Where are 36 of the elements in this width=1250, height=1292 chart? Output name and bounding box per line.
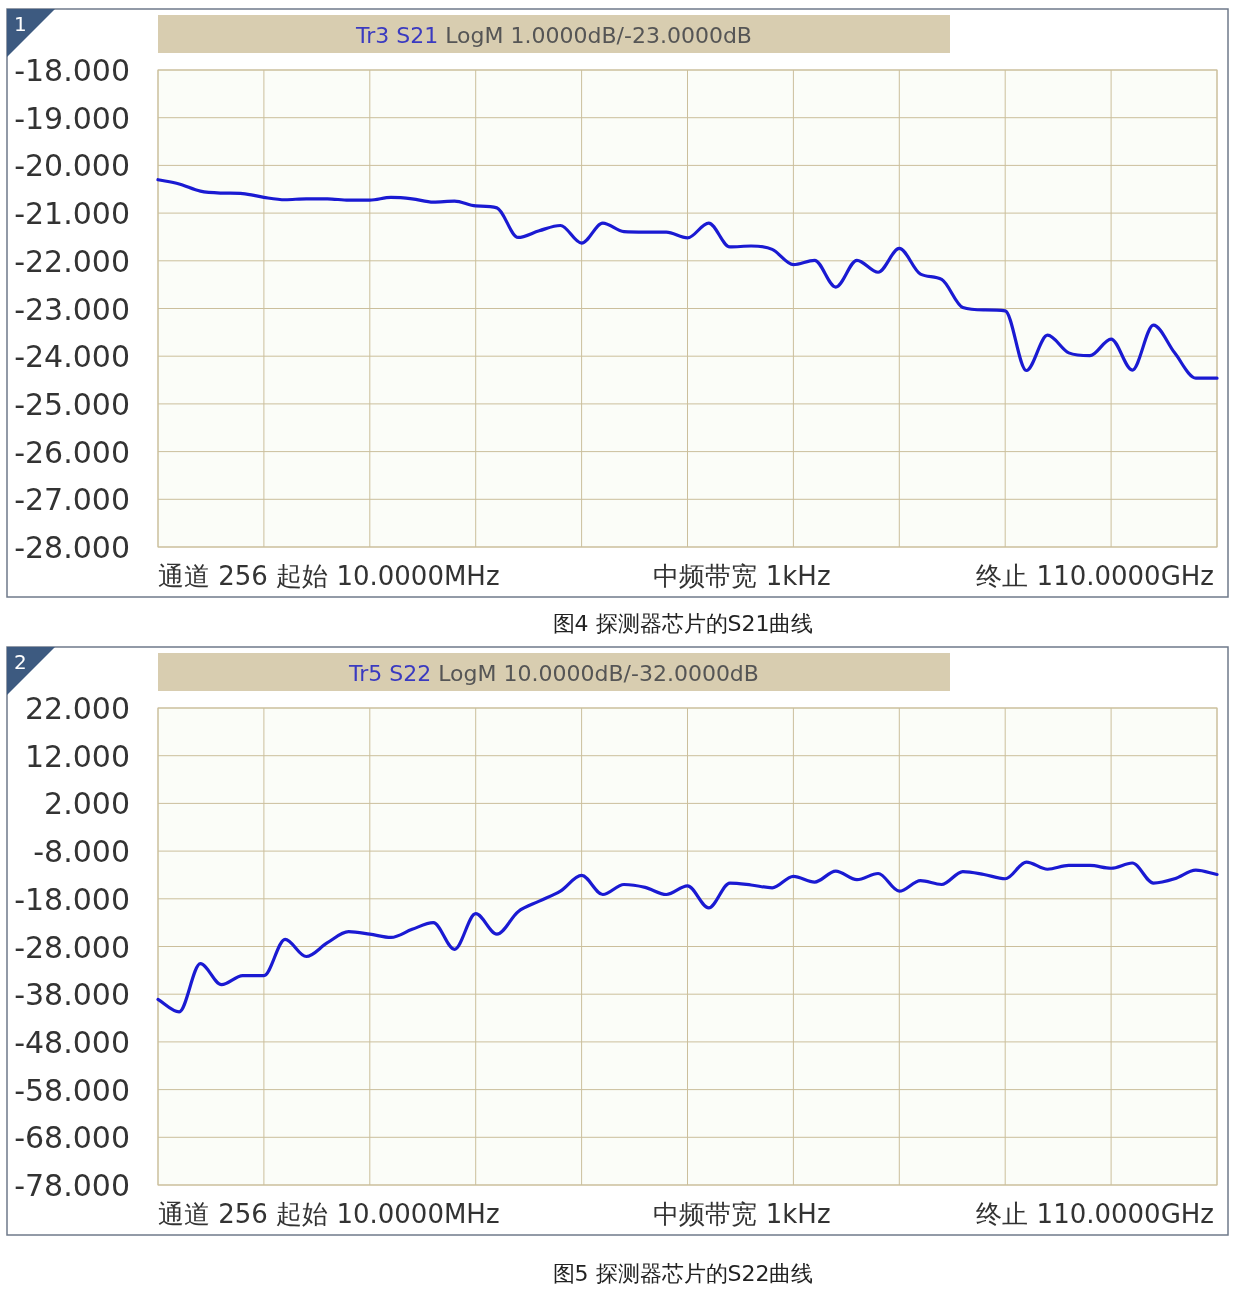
y-tick-label: -26.000 [14, 434, 130, 470]
text: 图4 探测器芯片的S21曲线 [552, 611, 814, 636]
y-tick-label: -19.000 [14, 100, 130, 136]
y-tick-label: -22.000 [14, 243, 130, 279]
text: 通道 256 起始 10.0000MHz [158, 561, 500, 591]
y-tick-label: -58.000 [14, 1072, 130, 1108]
line-series [156, 860, 1219, 1014]
y-tick-label: 22.000 [25, 691, 130, 726]
y-tick-label: -8.000 [33, 834, 130, 870]
y-tick-label: -27.000 [14, 482, 130, 518]
y-tick-label: -28.000 [14, 929, 130, 965]
y-tick-label: -25.000 [14, 386, 130, 422]
y-tick-label: -18.000 [14, 881, 130, 917]
text: 图5 探测器芯片的S22曲线 [552, 1261, 814, 1286]
text: 终止 110.0000GHz [976, 561, 1214, 591]
text: 通道 256 起始 10.0000MHz [158, 1199, 500, 1229]
chart-subtitle: Tr5 S22 LogM 10.0000dB/-32.0000dB [348, 661, 759, 686]
y-tick-label: -28.000 [14, 530, 130, 565]
y-tick-label: 2.000 [44, 786, 130, 822]
text: 2 [14, 650, 27, 674]
y-tick-label: -68.000 [14, 1120, 130, 1156]
y-tick-label: -18.000 [14, 53, 130, 88]
y-tick-label: -23.000 [14, 291, 130, 327]
text: 中频带宽 1kHz [653, 561, 831, 591]
text: 中频带宽 1kHz [653, 1199, 831, 1229]
text: 终止 110.0000GHz [976, 1199, 1214, 1229]
chart-subtitle: Tr3 S21 LogM 1.0000dB/-23.0000dB [355, 23, 752, 48]
line-series [156, 178, 1219, 380]
text: 1 [14, 12, 27, 36]
y-tick-label: 12.000 [25, 738, 130, 774]
y-tick-label: -21.000 [14, 196, 130, 232]
y-tick-label: -78.000 [14, 1168, 130, 1203]
y-tick-label: -48.000 [14, 1024, 130, 1060]
y-tick-label: -24.000 [14, 339, 130, 375]
y-tick-label: -38.000 [14, 977, 130, 1013]
y-tick-label: -20.000 [14, 148, 130, 184]
